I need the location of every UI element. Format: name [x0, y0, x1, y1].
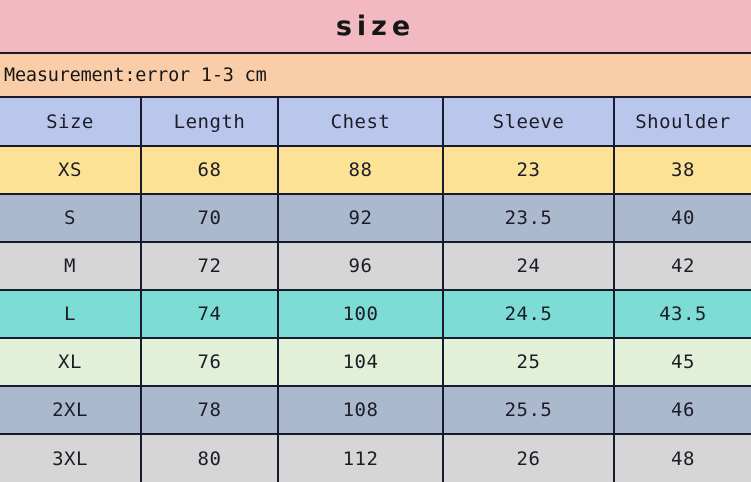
- cell-chest: 108: [277, 386, 443, 435]
- cell-chest: 112: [277, 434, 443, 482]
- table-header-row: Size Length Chest Sleeve Shoulder: [0, 98, 751, 147]
- table-row: 2XL 78 108 25.5 46: [0, 386, 751, 435]
- column-header-sleeve: Sleeve: [442, 98, 614, 147]
- table-row: S 70 92 23.5 40: [0, 194, 751, 243]
- cell-size: XS: [0, 146, 141, 195]
- cell-sleeve: 23: [442, 146, 614, 195]
- cell-sleeve: 24.5: [442, 290, 614, 339]
- cell-shoulder: 43.5: [613, 290, 751, 339]
- cell-shoulder: 40: [613, 194, 751, 243]
- cell-shoulder: 46: [613, 386, 751, 435]
- cell-size: 2XL: [0, 386, 141, 435]
- size-table: Size Length Chest Sleeve Shoulder XS 68 …: [0, 98, 751, 482]
- table-row: 3XL 80 112 26 48: [0, 434, 751, 482]
- table-row: XS 68 88 23 38: [0, 146, 751, 195]
- table-row: M 72 96 24 42: [0, 242, 751, 291]
- cell-sleeve: 26: [442, 434, 614, 482]
- cell-sleeve: 24: [442, 242, 614, 291]
- cell-chest: 100: [277, 290, 443, 339]
- cell-chest: 92: [277, 194, 443, 243]
- cell-size: M: [0, 242, 141, 291]
- cell-length: 80: [140, 434, 278, 482]
- cell-size: S: [0, 194, 141, 243]
- cell-size: 3XL: [0, 434, 141, 482]
- cell-size: XL: [0, 338, 141, 387]
- title-band: size: [0, 0, 751, 54]
- cell-sleeve: 23.5: [442, 194, 614, 243]
- cell-shoulder: 48: [613, 434, 751, 482]
- cell-chest: 88: [277, 146, 443, 195]
- measurement-note-band: Measurement:error 1-3 cm: [0, 54, 751, 98]
- cell-length: 72: [140, 242, 278, 291]
- cell-sleeve: 25: [442, 338, 614, 387]
- column-header-size: Size: [0, 98, 141, 147]
- column-header-chest: Chest: [277, 98, 443, 147]
- cell-chest: 104: [277, 338, 443, 387]
- cell-chest: 96: [277, 242, 443, 291]
- cell-length: 76: [140, 338, 278, 387]
- cell-length: 78: [140, 386, 278, 435]
- column-header-shoulder: Shoulder: [613, 98, 751, 147]
- cell-sleeve: 25.5: [442, 386, 614, 435]
- cell-length: 70: [140, 194, 278, 243]
- cell-size: L: [0, 290, 141, 339]
- column-header-length: Length: [140, 98, 278, 147]
- table-row: L 74 100 24.5 43.5: [0, 290, 751, 339]
- cell-length: 74: [140, 290, 278, 339]
- cell-length: 68: [140, 146, 278, 195]
- cell-shoulder: 45: [613, 338, 751, 387]
- measurement-note: Measurement:error 1-3 cm: [4, 64, 267, 86]
- cell-shoulder: 38: [613, 146, 751, 195]
- table-row: XL 76 104 25 45: [0, 338, 751, 387]
- page-title: size: [335, 10, 416, 42]
- cell-shoulder: 42: [613, 242, 751, 291]
